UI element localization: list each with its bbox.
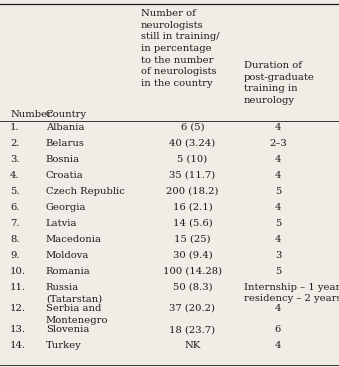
Text: 15 (25): 15 (25) xyxy=(174,235,211,244)
Text: 5: 5 xyxy=(275,187,281,196)
Text: 200 (18.2): 200 (18.2) xyxy=(166,187,219,196)
Text: Serbia and
Montenegro: Serbia and Montenegro xyxy=(46,304,108,324)
Text: Romania: Romania xyxy=(46,266,91,276)
Text: 16 (2.1): 16 (2.1) xyxy=(173,203,212,212)
Text: 5: 5 xyxy=(275,266,281,276)
Text: Czech Republic: Czech Republic xyxy=(46,187,125,196)
Text: Moldova: Moldova xyxy=(46,251,89,260)
Text: 12.: 12. xyxy=(10,304,26,313)
Text: 4: 4 xyxy=(275,123,281,132)
Text: 6.: 6. xyxy=(10,203,20,212)
Text: 5: 5 xyxy=(275,219,281,228)
Text: 5 (10): 5 (10) xyxy=(177,155,207,164)
Text: 4: 4 xyxy=(275,235,281,244)
Text: Duration of
post-graduate
training in
neurology: Duration of post-graduate training in ne… xyxy=(244,61,315,105)
Text: 4: 4 xyxy=(275,171,281,180)
Text: 7.: 7. xyxy=(10,219,20,228)
Text: Latvia: Latvia xyxy=(46,219,77,228)
Text: Croatia: Croatia xyxy=(46,171,83,180)
Text: Country: Country xyxy=(46,110,87,119)
Text: 9.: 9. xyxy=(10,251,20,260)
Text: 50 (8.3): 50 (8.3) xyxy=(173,283,212,292)
Text: 6: 6 xyxy=(275,325,281,334)
Text: 3: 3 xyxy=(275,251,281,260)
Text: 37 (20.2): 37 (20.2) xyxy=(170,304,215,313)
Text: 5.: 5. xyxy=(10,187,20,196)
Text: 35 (11.7): 35 (11.7) xyxy=(169,171,216,180)
Text: 4: 4 xyxy=(275,203,281,212)
Text: 6 (5): 6 (5) xyxy=(181,123,204,132)
Text: 4: 4 xyxy=(275,304,281,313)
Text: 2.: 2. xyxy=(10,139,20,148)
Text: 3.: 3. xyxy=(10,155,20,164)
Text: Number of
neurologists
still in training/
in percentage
to the number
of neurolo: Number of neurologists still in training… xyxy=(141,9,219,88)
Text: 13.: 13. xyxy=(10,325,26,334)
Text: Belarus: Belarus xyxy=(46,139,85,148)
Text: 2–3: 2–3 xyxy=(269,139,287,148)
Text: 18 (23.7): 18 (23.7) xyxy=(169,325,216,334)
Text: 100 (14.28): 100 (14.28) xyxy=(163,266,222,276)
Text: Slovenia: Slovenia xyxy=(46,325,89,334)
Text: Bosnia: Bosnia xyxy=(46,155,80,164)
Text: Georgia: Georgia xyxy=(46,203,86,212)
Text: Russia
(Tatarstan): Russia (Tatarstan) xyxy=(46,283,102,303)
Text: Number: Number xyxy=(10,110,52,119)
Text: 4: 4 xyxy=(275,155,281,164)
Text: 4: 4 xyxy=(275,341,281,350)
Text: 8.: 8. xyxy=(10,235,20,244)
Text: Macedonia: Macedonia xyxy=(46,235,102,244)
Text: 14 (5.6): 14 (5.6) xyxy=(173,219,212,228)
Text: 30 (9.4): 30 (9.4) xyxy=(173,251,212,260)
Text: Albania: Albania xyxy=(46,123,84,132)
Text: Internship – 1 year;
residency – 2 years: Internship – 1 year; residency – 2 years xyxy=(244,283,339,303)
Text: 11.: 11. xyxy=(10,283,26,292)
Text: 40 (3.24): 40 (3.24) xyxy=(169,139,216,148)
Text: 10.: 10. xyxy=(10,266,26,276)
Text: 14.: 14. xyxy=(10,341,26,350)
Text: Turkey: Turkey xyxy=(46,341,81,350)
Text: NK: NK xyxy=(184,341,200,350)
Text: 4.: 4. xyxy=(10,171,20,180)
Text: 1.: 1. xyxy=(10,123,20,132)
